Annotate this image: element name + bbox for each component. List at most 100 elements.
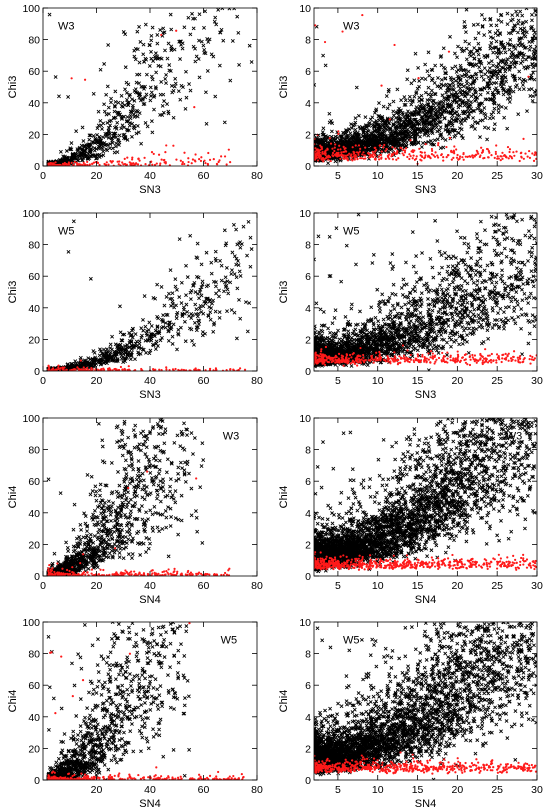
data-point	[425, 69, 430, 74]
data-point	[355, 139, 360, 144]
data-point	[512, 23, 517, 28]
data-point	[211, 54, 216, 59]
data-point	[80, 147, 85, 152]
data-point	[496, 91, 501, 95]
data-point	[499, 81, 504, 86]
data-point	[149, 38, 154, 43]
data-point	[164, 312, 169, 317]
data-point	[133, 332, 138, 336]
data-point	[440, 153, 443, 156]
data-point	[388, 142, 393, 147]
data-point	[417, 79, 422, 83]
data-point	[245, 329, 250, 334]
data-point	[143, 56, 148, 61]
data-point	[172, 47, 177, 52]
data-point	[81, 150, 86, 155]
data-point	[115, 359, 120, 363]
data-point	[429, 78, 434, 83]
data-point	[388, 157, 391, 160]
data-point	[104, 147, 109, 152]
data-point	[199, 310, 204, 314]
data-point	[391, 139, 396, 144]
data-point	[237, 269, 242, 274]
data-point	[381, 104, 386, 109]
data-point	[391, 152, 394, 156]
data-point	[75, 148, 80, 153]
data-point	[131, 156, 134, 159]
data-point	[508, 96, 513, 100]
data-point	[89, 369, 92, 371]
data-point	[423, 156, 427, 159]
data-point	[472, 56, 477, 61]
data-point	[229, 272, 234, 276]
data-point	[492, 127, 497, 132]
data-point	[321, 140, 326, 145]
data-point	[345, 150, 348, 153]
data-point	[380, 116, 385, 121]
data-point	[357, 153, 360, 157]
data-point	[333, 149, 336, 153]
data-point	[128, 161, 131, 164]
data-point	[204, 369, 207, 371]
data-point	[236, 263, 241, 267]
data-point	[182, 25, 187, 30]
data-point	[172, 144, 175, 147]
data-point	[506, 31, 511, 36]
data-point	[495, 55, 500, 60]
data-point	[86, 157, 90, 162]
data-point	[63, 161, 66, 165]
data-point	[372, 134, 376, 139]
data-points	[314, 213, 537, 371]
data-point	[155, 41, 160, 46]
data-point	[443, 137, 448, 142]
data-point	[149, 33, 154, 38]
data-point	[88, 276, 93, 281]
data-point	[326, 143, 331, 148]
data-point	[530, 12, 534, 17]
data-point	[231, 222, 236, 227]
data-point	[249, 247, 254, 252]
data-point	[143, 156, 146, 159]
data-point	[402, 115, 406, 120]
data-point	[377, 155, 380, 158]
data-point	[531, 65, 536, 70]
data-point	[428, 105, 433, 110]
data-point	[123, 162, 127, 166]
y-tick-label: 0	[34, 366, 40, 378]
data-point	[200, 156, 203, 159]
data-point	[197, 38, 201, 43]
data-point	[491, 110, 496, 115]
data-point	[431, 275, 436, 280]
data-point	[521, 55, 525, 60]
data-point	[464, 101, 469, 106]
data-point	[215, 162, 219, 166]
data-point	[491, 36, 496, 41]
data-point	[349, 154, 352, 158]
data-point	[238, 367, 242, 370]
data-point	[439, 112, 444, 117]
data-point	[167, 63, 172, 67]
data-point	[124, 90, 129, 95]
data-point	[181, 85, 185, 90]
data-point	[316, 159, 320, 162]
data-point	[505, 96, 510, 101]
data-point	[470, 64, 475, 69]
data-point	[337, 130, 340, 133]
data-point	[503, 50, 508, 55]
data-point	[345, 135, 350, 140]
data-point	[453, 145, 456, 148]
data-point	[388, 131, 393, 136]
data-point	[516, 55, 521, 60]
data-point	[365, 128, 370, 133]
data-point	[86, 366, 89, 370]
data-point	[98, 136, 102, 141]
data-point	[161, 110, 166, 115]
data-point	[407, 94, 412, 99]
data-point	[153, 296, 158, 301]
data-point	[457, 158, 460, 161]
data-point	[122, 357, 127, 362]
data-point	[91, 364, 96, 369]
data-point	[143, 338, 148, 343]
data-point	[478, 135, 482, 140]
